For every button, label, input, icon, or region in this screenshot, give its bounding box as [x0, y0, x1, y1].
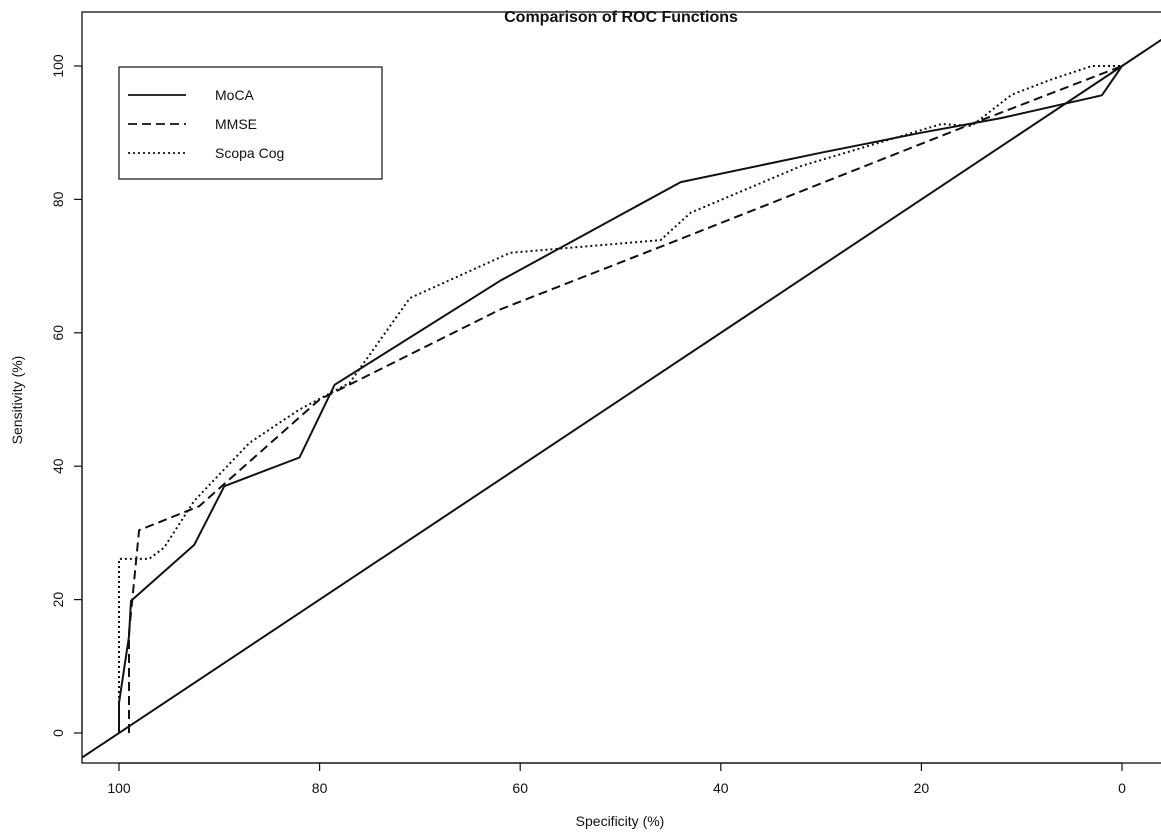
y-tick-label: 60 — [50, 325, 66, 341]
y-tick-label: 20 — [50, 592, 66, 608]
legend-label-moca: MoCA — [215, 87, 255, 103]
legend: MoCA MMSE Scopa Cog — [118, 66, 383, 180]
x-tick-label: 80 — [312, 780, 328, 796]
y-tick-label: 0 — [50, 729, 66, 737]
plot-layer — [82, 38, 1161, 759]
axis-layer: 100 80 60 40 20 0 0 20 40 60 80 100 — [50, 54, 1126, 796]
x-tick-label: 20 — [914, 780, 930, 796]
reference-diagonal-line — [82, 38, 1161, 759]
x-tick-label: 0 — [1118, 780, 1126, 796]
y-tick-label: 40 — [50, 458, 66, 474]
legend-box — [118, 66, 383, 180]
x-tick-label: 60 — [512, 780, 528, 796]
y-axis-label: Sensitivity (%) — [9, 356, 25, 445]
legend-label-scopa-cog: Scopa Cog — [215, 145, 284, 161]
chart-title: Comparison of ROC Functions — [504, 9, 738, 26]
x-tick-label: 100 — [107, 780, 131, 796]
x-axis-label: Specificity (%) — [576, 813, 665, 829]
legend-label-mmse: MMSE — [215, 116, 257, 132]
y-tick-label: 80 — [50, 191, 66, 207]
x-tick-label: 40 — [713, 780, 729, 796]
y-tick-label: 100 — [50, 54, 66, 78]
